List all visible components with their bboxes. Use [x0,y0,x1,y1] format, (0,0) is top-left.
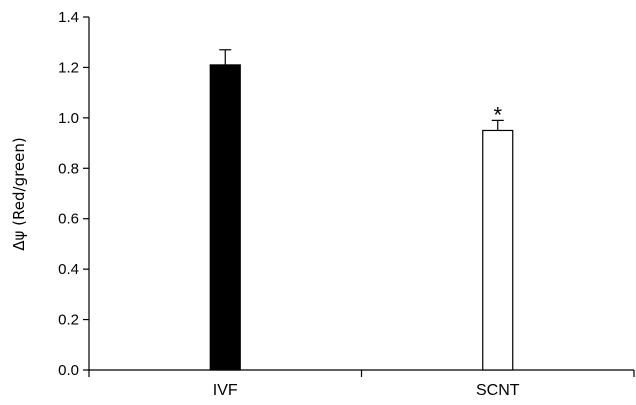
y-axis: 0.0 0.2 0.4 0.6 0.8 1.0 1.2 1.4 [58,9,90,379]
significance-marker: * [493,102,502,127]
y-axis-title: Δψ (Red/green) [10,137,28,251]
y-tick-label: 0.2 [58,312,79,329]
y-tick-label: 0.0 [58,362,79,379]
bars [209,64,514,371]
y-tick-label: 0.6 [58,211,79,228]
error-bars [219,49,504,131]
bar-ivf [209,64,241,371]
x-axis: IVF SCNT [88,369,635,399]
bar-scnt [482,129,514,371]
x-category-label: IVF [213,382,238,399]
y-tick-label: 0.4 [58,261,79,278]
y-tick-label: 1.2 [58,59,79,76]
x-category-label: SCNT [476,382,520,399]
y-tick-label: 1.4 [58,9,79,26]
y-tick-label: 1.0 [58,110,79,127]
annotations: * [493,102,502,127]
y-tick-label: 0.8 [58,160,79,177]
